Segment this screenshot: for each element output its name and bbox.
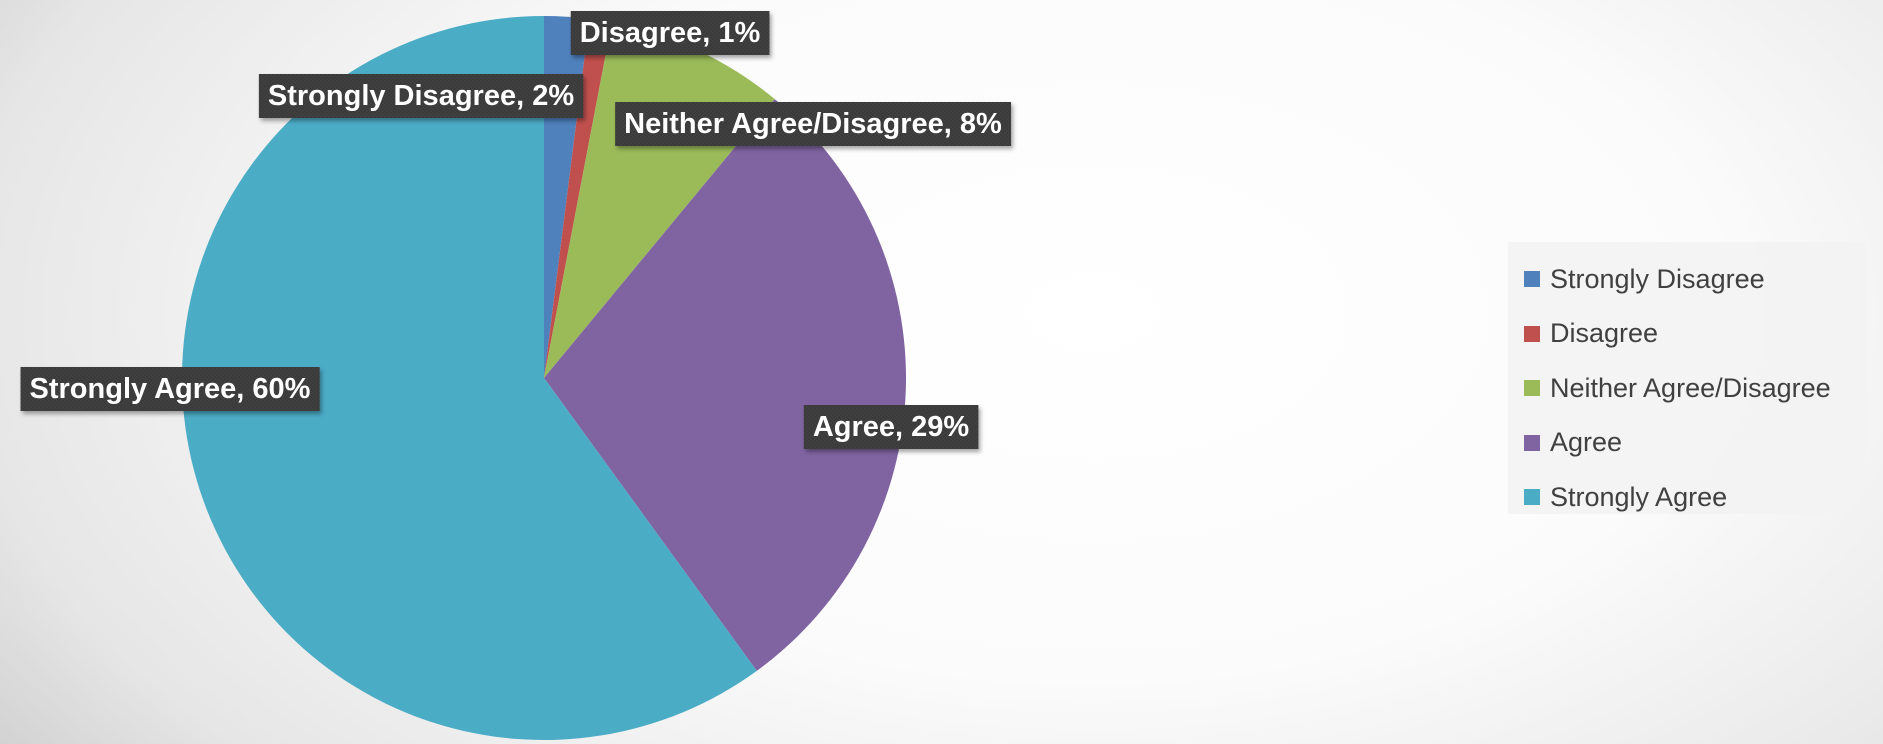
svg-text:Disagree, 1%: Disagree, 1% [580, 17, 761, 49]
legend-label: Neither Agree/Disagree [1550, 372, 1831, 403]
legend-swatch [1524, 271, 1540, 288]
data-label: Neither Agree/Disagree, 8% [615, 102, 1012, 146]
legend-item-strongly-agree: Strongly Agree [1508, 470, 1866, 525]
data-label: Strongly Agree, 60% [20, 367, 320, 411]
data-label: Agree, 29% [803, 405, 979, 449]
svg-text:Agree, 29%: Agree, 29% [813, 411, 970, 443]
legend-item-agree: Agree [1508, 416, 1866, 471]
pie-slice-agree [544, 99, 907, 671]
data-label: Disagree, 1% [570, 11, 770, 55]
legend-item-neither: Neither Agree/Disagree [1508, 361, 1866, 416]
svg-text:Neither Agree/Disagree, 8%: Neither Agree/Disagree, 8% [624, 108, 1002, 140]
legend-label: Disagree [1550, 318, 1659, 349]
legend-item-disagree: Disagree [1508, 307, 1866, 362]
legend-swatch [1524, 434, 1540, 451]
pie-slice-strongly-agree [181, 16, 757, 740]
legend-swatch [1524, 380, 1540, 397]
legend-item-strongly-disagree: Strongly Disagree [1508, 252, 1866, 307]
svg-text:Strongly Disagree, 2%: Strongly Disagree, 2% [268, 80, 574, 112]
legend-swatch [1524, 489, 1540, 506]
pie-slice-disagree [544, 18, 612, 378]
legend-label: Strongly Disagree [1550, 263, 1765, 294]
legend-swatch [1524, 325, 1540, 342]
chart-legend: Strongly Disagree Disagree Neither Agree… [1508, 242, 1866, 514]
legend-label: Agree [1550, 427, 1623, 458]
legend-label: Strongly Agree [1550, 481, 1728, 512]
data-label: Strongly Disagree, 2% [258, 74, 584, 118]
svg-text:Strongly Agree, 60%: Strongly Agree, 60% [30, 373, 311, 405]
